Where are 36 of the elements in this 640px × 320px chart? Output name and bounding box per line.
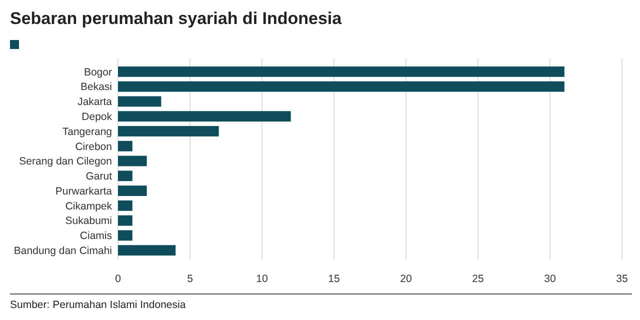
bar bbox=[118, 170, 132, 182]
y-tick-label: Cikampek bbox=[65, 200, 113, 212]
bar bbox=[118, 66, 564, 77]
y-tick-label: Ciamis bbox=[80, 230, 112, 242]
x-tick-label: 0 bbox=[115, 273, 122, 285]
bar bbox=[118, 215, 132, 226]
bar bbox=[118, 81, 564, 92]
x-tick-label: 15 bbox=[328, 273, 340, 285]
y-tick-label: Cirebon bbox=[75, 140, 112, 153]
bar bbox=[118, 140, 132, 152]
bar bbox=[118, 200, 132, 211]
y-tick-label: Bogor bbox=[84, 66, 112, 78]
y-tick-label: Jakarta bbox=[78, 96, 112, 108]
x-tick-label: 25 bbox=[472, 273, 484, 285]
chart-title: Sebaran perumahan syariah di Indonesia bbox=[10, 9, 342, 28]
bar bbox=[118, 245, 176, 256]
y-tick-label: Depok bbox=[82, 111, 113, 124]
bar bbox=[118, 96, 162, 107]
x-tick-label: 5 bbox=[187, 273, 194, 285]
x-tick-label: 20 bbox=[400, 273, 412, 285]
text: Sumber: Perumahan Islami Indonesia bbox=[10, 299, 186, 311]
y-tick-label: Garut bbox=[86, 170, 112, 183]
x-tick-label: 10 bbox=[256, 273, 268, 285]
bar bbox=[118, 126, 219, 136]
bar bbox=[118, 156, 147, 166]
x-tick-label: 30 bbox=[544, 273, 556, 285]
y-tick-label: Sukabumi bbox=[65, 215, 112, 228]
y-tick-label: Serang dan Cilegon bbox=[19, 156, 112, 168]
y-tick-label: Bekasi bbox=[80, 81, 112, 94]
y-tick-label: Purwarkarta bbox=[55, 185, 112, 198]
y-tick-label: Bandung dan Cimahi bbox=[14, 245, 112, 257]
x-tick-label: 35 bbox=[616, 273, 628, 285]
y-tick-label: Tangerang bbox=[62, 126, 112, 138]
bar bbox=[118, 186, 147, 196]
bar bbox=[118, 111, 291, 122]
bar bbox=[118, 230, 132, 241]
